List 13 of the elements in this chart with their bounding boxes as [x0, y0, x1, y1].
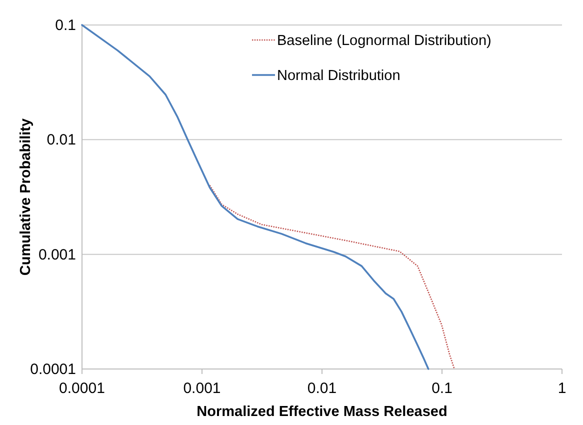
x-tick-label: 1	[558, 380, 566, 397]
legend-label: Baseline (Lognormal Distribution)	[277, 33, 492, 49]
x-axis-title: Normalized Effective Mass Released	[196, 404, 448, 420]
y-tick-label: 0.01	[46, 132, 76, 149]
x-tick-label: 0.01	[307, 380, 337, 397]
x-tick-label: 0.1	[432, 380, 452, 397]
y-axis-title: Cumulative Probability	[18, 118, 34, 276]
y-tick-label: 0.1	[55, 17, 76, 34]
legend-label: Normal Distribution	[277, 68, 400, 84]
x-tick-label: 0.001	[183, 380, 221, 397]
y-tick-label: 0.001	[38, 246, 76, 264]
x-tick-label: 0.0001	[59, 380, 105, 397]
y-tick-label: 0.0001	[30, 361, 76, 378]
